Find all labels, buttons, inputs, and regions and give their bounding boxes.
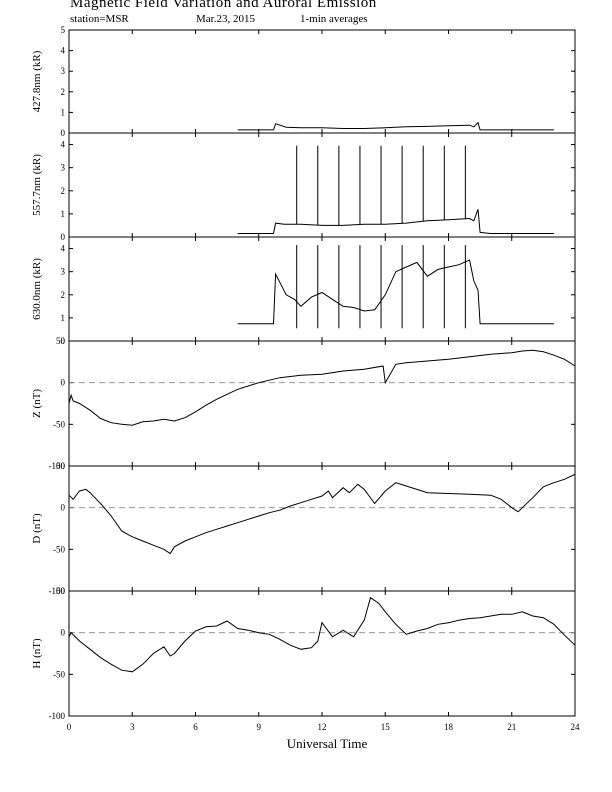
y-tick-label: 0 bbox=[61, 503, 66, 513]
chart-title: Magnetic Field Variation and Auroral Emi… bbox=[70, 0, 377, 11]
y-axis-label: Z (nT) bbox=[31, 389, 43, 418]
x-tick-label: 9 bbox=[257, 722, 262, 732]
y-tick-label: 1 bbox=[61, 313, 66, 323]
y-axis-label: 427.8nm (kR) bbox=[31, 50, 43, 112]
y-tick-label: 1 bbox=[61, 107, 66, 117]
y-tick-label: -50 bbox=[53, 544, 65, 554]
panel-frame bbox=[68, 236, 576, 342]
date-label: Mar.23, 2015 bbox=[196, 13, 255, 25]
y-tick-label: 3 bbox=[61, 66, 66, 76]
y-axis-label: D (nT) bbox=[31, 513, 43, 544]
x-tick-label: 21 bbox=[507, 722, 516, 732]
y-tick-label: 0 bbox=[61, 232, 66, 242]
y-tick-label: 2 bbox=[61, 87, 66, 97]
y-tick-label: 2 bbox=[61, 290, 66, 300]
y-tick-label: -100 bbox=[49, 461, 66, 471]
panel-frame bbox=[68, 132, 576, 238]
y-tick-label: 3 bbox=[61, 267, 66, 277]
x-axis-label: Universal Time bbox=[287, 736, 368, 751]
y-tick-label: 3 bbox=[61, 163, 66, 173]
x-tick-label: 18 bbox=[444, 722, 454, 732]
station-label: station=MSR bbox=[70, 13, 129, 25]
x-tick-label: 3 bbox=[130, 722, 135, 732]
y-tick-label: 50 bbox=[56, 336, 66, 346]
y-tick-label: -100 bbox=[49, 586, 66, 596]
y-tick-label: 50 bbox=[56, 586, 66, 596]
panel-frame bbox=[68, 29, 576, 134]
x-tick-label: 15 bbox=[381, 722, 391, 732]
y-tick-label: 2 bbox=[61, 186, 66, 196]
averaging-label: 1-min averages bbox=[300, 13, 368, 25]
y-tick-label: 0 bbox=[61, 128, 66, 138]
y-tick-label: 5 bbox=[61, 25, 66, 35]
y-tick-label: -100 bbox=[49, 711, 66, 721]
panel-frame bbox=[68, 590, 576, 717]
y-tick-label: 0 bbox=[61, 378, 66, 388]
y-tick-label: -50 bbox=[53, 669, 65, 679]
y-axis-label: 557.7nm (kR) bbox=[31, 154, 43, 216]
y-tick-label: 0 bbox=[61, 336, 66, 346]
y-tick-label: -50 bbox=[53, 419, 65, 429]
series-line bbox=[237, 259, 554, 325]
y-tick-label: 50 bbox=[56, 461, 66, 471]
y-tick-label: 4 bbox=[61, 140, 66, 150]
series-line bbox=[68, 349, 576, 426]
y-axis-label: 630.0nm (kR) bbox=[31, 258, 43, 320]
y-tick-label: 1 bbox=[61, 209, 66, 219]
panel-frame bbox=[68, 465, 576, 592]
series-line bbox=[68, 473, 576, 555]
x-tick-label: 0 bbox=[67, 722, 72, 732]
y-tick-label: 4 bbox=[61, 46, 66, 56]
series-line bbox=[237, 209, 554, 234]
y-tick-label: 4 bbox=[61, 244, 66, 254]
x-tick-label: 24 bbox=[571, 722, 581, 732]
panel-frame bbox=[68, 340, 576, 467]
x-tick-label: 12 bbox=[318, 722, 327, 732]
series-line bbox=[68, 596, 576, 673]
y-axis-label: H (nT) bbox=[31, 638, 43, 669]
x-tick-label: 6 bbox=[193, 722, 198, 732]
series-line bbox=[237, 121, 554, 131]
y-tick-label: 0 bbox=[61, 628, 66, 638]
